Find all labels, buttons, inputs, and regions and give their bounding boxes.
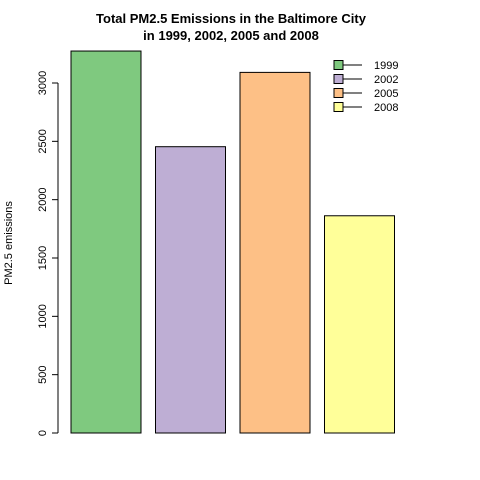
legend-label-1999: 1999: [374, 60, 398, 72]
chart-title: Total PM2.5 Emissions in the Baltimore C…: [96, 11, 367, 26]
y-tick-label: 500: [37, 365, 49, 383]
legend-label-2002: 2002: [374, 74, 398, 86]
y-axis-label: PM2.5 emissions: [3, 201, 15, 285]
y-tick-label: 2500: [37, 129, 49, 153]
bar-2008: [324, 215, 395, 434]
legend-label-2008: 2008: [374, 102, 398, 114]
chart-subtitle: in 1999, 2002, 2005 and 2008: [143, 28, 319, 43]
bar-2005: [239, 71, 311, 434]
y-tick-label: 2000: [37, 187, 49, 211]
y-tick-label: 1500: [37, 246, 49, 270]
y-tick-label: 3000: [37, 71, 49, 95]
bar-2002: [155, 146, 226, 434]
y-tick-label: 0: [37, 430, 49, 436]
y-tick-label: 1000: [37, 304, 49, 328]
legend-swatch-1999: [333, 60, 344, 70]
legend-swatch-2008: [333, 102, 344, 112]
bar-1999: [70, 50, 142, 434]
legend-swatch-2005: [333, 88, 344, 98]
legend-swatch-2002: [333, 74, 344, 84]
legend: 1999 2002 2005 2008: [333, 60, 398, 114]
y-axis: 0 500 1000 1500 2000 2500 3000: [37, 71, 59, 436]
bars: [70, 50, 395, 434]
legend-label-2005: 2005: [374, 88, 398, 100]
